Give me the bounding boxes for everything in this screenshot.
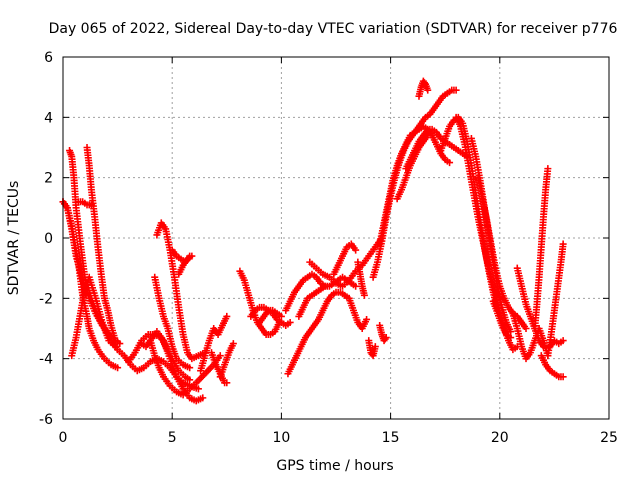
- x-tick-label: 15: [382, 430, 400, 446]
- data-point: [186, 364, 194, 372]
- data-points: [59, 77, 567, 405]
- data-point: [363, 315, 371, 323]
- data-point: [114, 364, 122, 372]
- series-track-26: [345, 294, 371, 332]
- data-point: [559, 337, 567, 345]
- data-point: [522, 325, 530, 332]
- data-point: [382, 334, 390, 342]
- y-axis-label: SDTVAR / TECUs: [6, 181, 22, 296]
- y-tick-labels: -6 -4 -2 0 2 4 6: [39, 50, 53, 428]
- data-point: [194, 385, 202, 393]
- series-track-28: [365, 337, 379, 360]
- series-track-17: [216, 340, 237, 381]
- x-tick-label: 5: [168, 430, 177, 446]
- series-track-42: [531, 165, 552, 332]
- data-point: [111, 337, 119, 345]
- data-point: [539, 343, 547, 351]
- series-track-34: [415, 77, 432, 100]
- data-point: [216, 352, 224, 360]
- data-point: [186, 252, 194, 260]
- x-tick-label: 25: [600, 430, 618, 446]
- data-point: [371, 343, 379, 351]
- plot-frame: [62, 56, 610, 420]
- data-point: [559, 373, 567, 381]
- series-track-4: [68, 273, 119, 360]
- data-point: [446, 159, 454, 167]
- data-point: [229, 340, 237, 348]
- x-tick-label: 0: [59, 430, 68, 446]
- data-point: [286, 318, 294, 326]
- x-tick-label: 20: [491, 430, 509, 446]
- y-tick-label: 0: [44, 231, 53, 247]
- data-point: [223, 312, 231, 320]
- x-tick-labels: 0 5 10 15 20 25: [59, 430, 618, 446]
- series-track-30: [369, 86, 460, 281]
- series-track-11: [151, 273, 194, 372]
- series-track-15: [197, 312, 231, 375]
- series-track-44: [544, 240, 567, 360]
- data-point: [507, 334, 515, 342]
- series-track-10: [146, 337, 224, 399]
- x-tick-label: 10: [272, 430, 290, 446]
- series-track-39: [489, 297, 515, 342]
- data-point: [559, 240, 567, 248]
- data-point: [452, 86, 460, 94]
- chart-title: Day 065 of 2022, Sidereal Day-to-day VTE…: [49, 21, 618, 37]
- data-point: [199, 394, 207, 402]
- series-track-18: [236, 267, 283, 339]
- y-tick-label: -2: [39, 291, 53, 307]
- y-tick-label: -6: [39, 412, 53, 428]
- data-point: [544, 165, 552, 173]
- series-track-5: [83, 144, 119, 345]
- series-track-27: [354, 258, 368, 299]
- series-track-6: [74, 198, 95, 209]
- data-point: [424, 86, 432, 94]
- series-track-45: [546, 337, 567, 351]
- data-point: [352, 282, 360, 290]
- series-track-20: [256, 306, 285, 326]
- series-track-12: [153, 219, 209, 363]
- y-tick-label: 4: [44, 110, 53, 126]
- series-track-38: [474, 174, 530, 332]
- data-point: [352, 246, 360, 254]
- data-point-interp: [420, 79, 428, 87]
- series-track-25: [330, 240, 360, 278]
- data-point: [87, 201, 95, 209]
- series-track-22: [284, 288, 353, 378]
- series-track-43: [537, 352, 567, 381]
- data-point: [277, 312, 285, 320]
- grid-lines: [63, 57, 609, 419]
- series-track-16: [208, 349, 231, 387]
- y-tick-label: 2: [44, 171, 53, 187]
- data-point: [186, 376, 194, 384]
- series-track-14: [168, 246, 194, 266]
- x-axis-label: GPS time / hours: [276, 458, 393, 474]
- series-track-29: [376, 321, 390, 345]
- data-point: [116, 340, 124, 348]
- data-point: [360, 291, 368, 299]
- data-point-interp: [381, 335, 389, 343]
- data-point: [223, 379, 231, 387]
- y-tick-label: 6: [44, 50, 53, 66]
- y-tick-label: -4: [39, 352, 53, 368]
